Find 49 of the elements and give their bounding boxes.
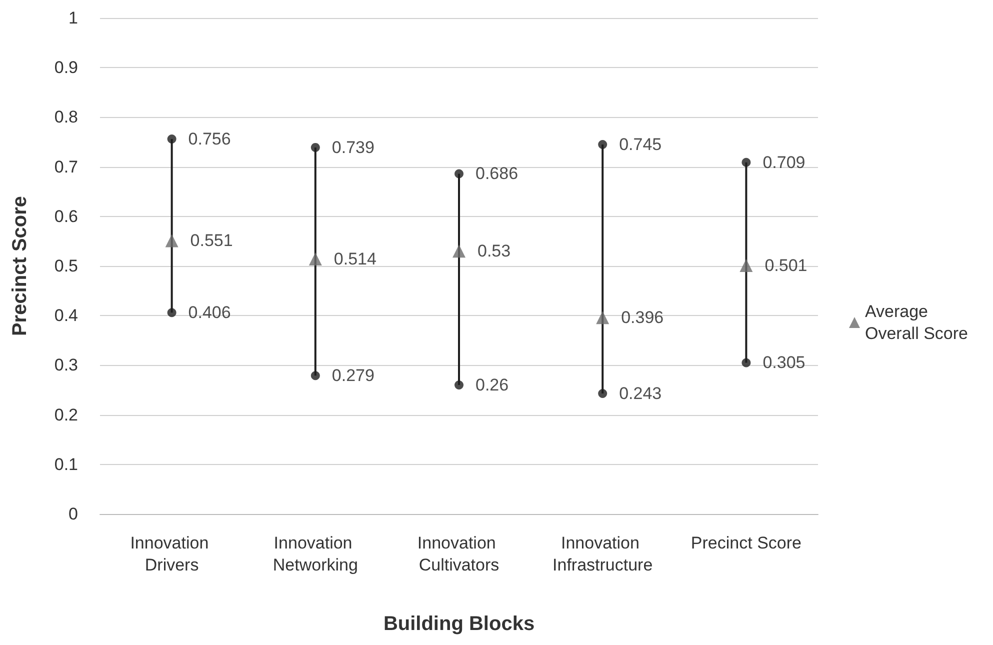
data-label: 0.745 [619, 134, 662, 154]
y-tick-label: 0.9 [54, 58, 78, 78]
point [165, 234, 178, 248]
point [454, 169, 464, 178]
point [598, 140, 608, 149]
point [598, 388, 608, 398]
y-axis-title: Precinct Score [9, 196, 31, 336]
y-tick-label: 0.3 [54, 356, 78, 375]
data-label: 0.396 [621, 308, 664, 328]
data-label: 0.279 [332, 366, 374, 386]
point [452, 244, 466, 258]
point [167, 308, 176, 318]
y-tick-label: 0.7 [54, 157, 78, 176]
point [740, 259, 753, 272]
point [742, 158, 751, 167]
point [596, 311, 610, 324]
data-label: 0.501 [764, 256, 808, 276]
point [167, 134, 176, 144]
point [310, 142, 320, 152]
y-tick-label: 0.2 [54, 405, 78, 424]
x-tick-label: Innovation Drivers [130, 534, 214, 574]
y-tick-label: 1 [68, 8, 78, 28]
data-label: 0.243 [619, 384, 662, 403]
data-label: 0.686 [476, 164, 518, 184]
y-tick-label: 0.4 [54, 306, 78, 326]
x-tick-label: Innovation Networking [272, 534, 358, 574]
point [308, 252, 322, 266]
y-tick-label: 0 [68, 504, 78, 524]
data-label: 0.551 [190, 231, 233, 250]
point [742, 358, 751, 368]
data-label: 0.709 [762, 152, 806, 172]
x-tick-label: Precinct Score [690, 534, 802, 552]
y-tick-label: 0.5 [54, 256, 78, 276]
legend-label: Average Overall Score [865, 302, 968, 343]
data-label: 0.739 [332, 138, 374, 157]
data-label: 0.406 [188, 303, 231, 322]
data-label: 0.26 [476, 376, 509, 395]
y-tick-label: 0.8 [54, 108, 78, 127]
data-label: 0.53 [478, 242, 511, 261]
y-tick-label: 0.6 [54, 206, 78, 226]
x-tick-label: Innovation Cultivators [417, 534, 501, 574]
x-tick-label: Innovation Infrastructure [552, 534, 653, 574]
point [310, 371, 320, 380]
data-label: 0.756 [188, 130, 231, 149]
point [454, 380, 464, 390]
data-label: 0.305 [762, 353, 806, 372]
data-label: 0.514 [334, 250, 376, 269]
x-axis-title: Building Blocks [383, 613, 535, 635]
y-tick-label: 0.1 [54, 454, 78, 474]
